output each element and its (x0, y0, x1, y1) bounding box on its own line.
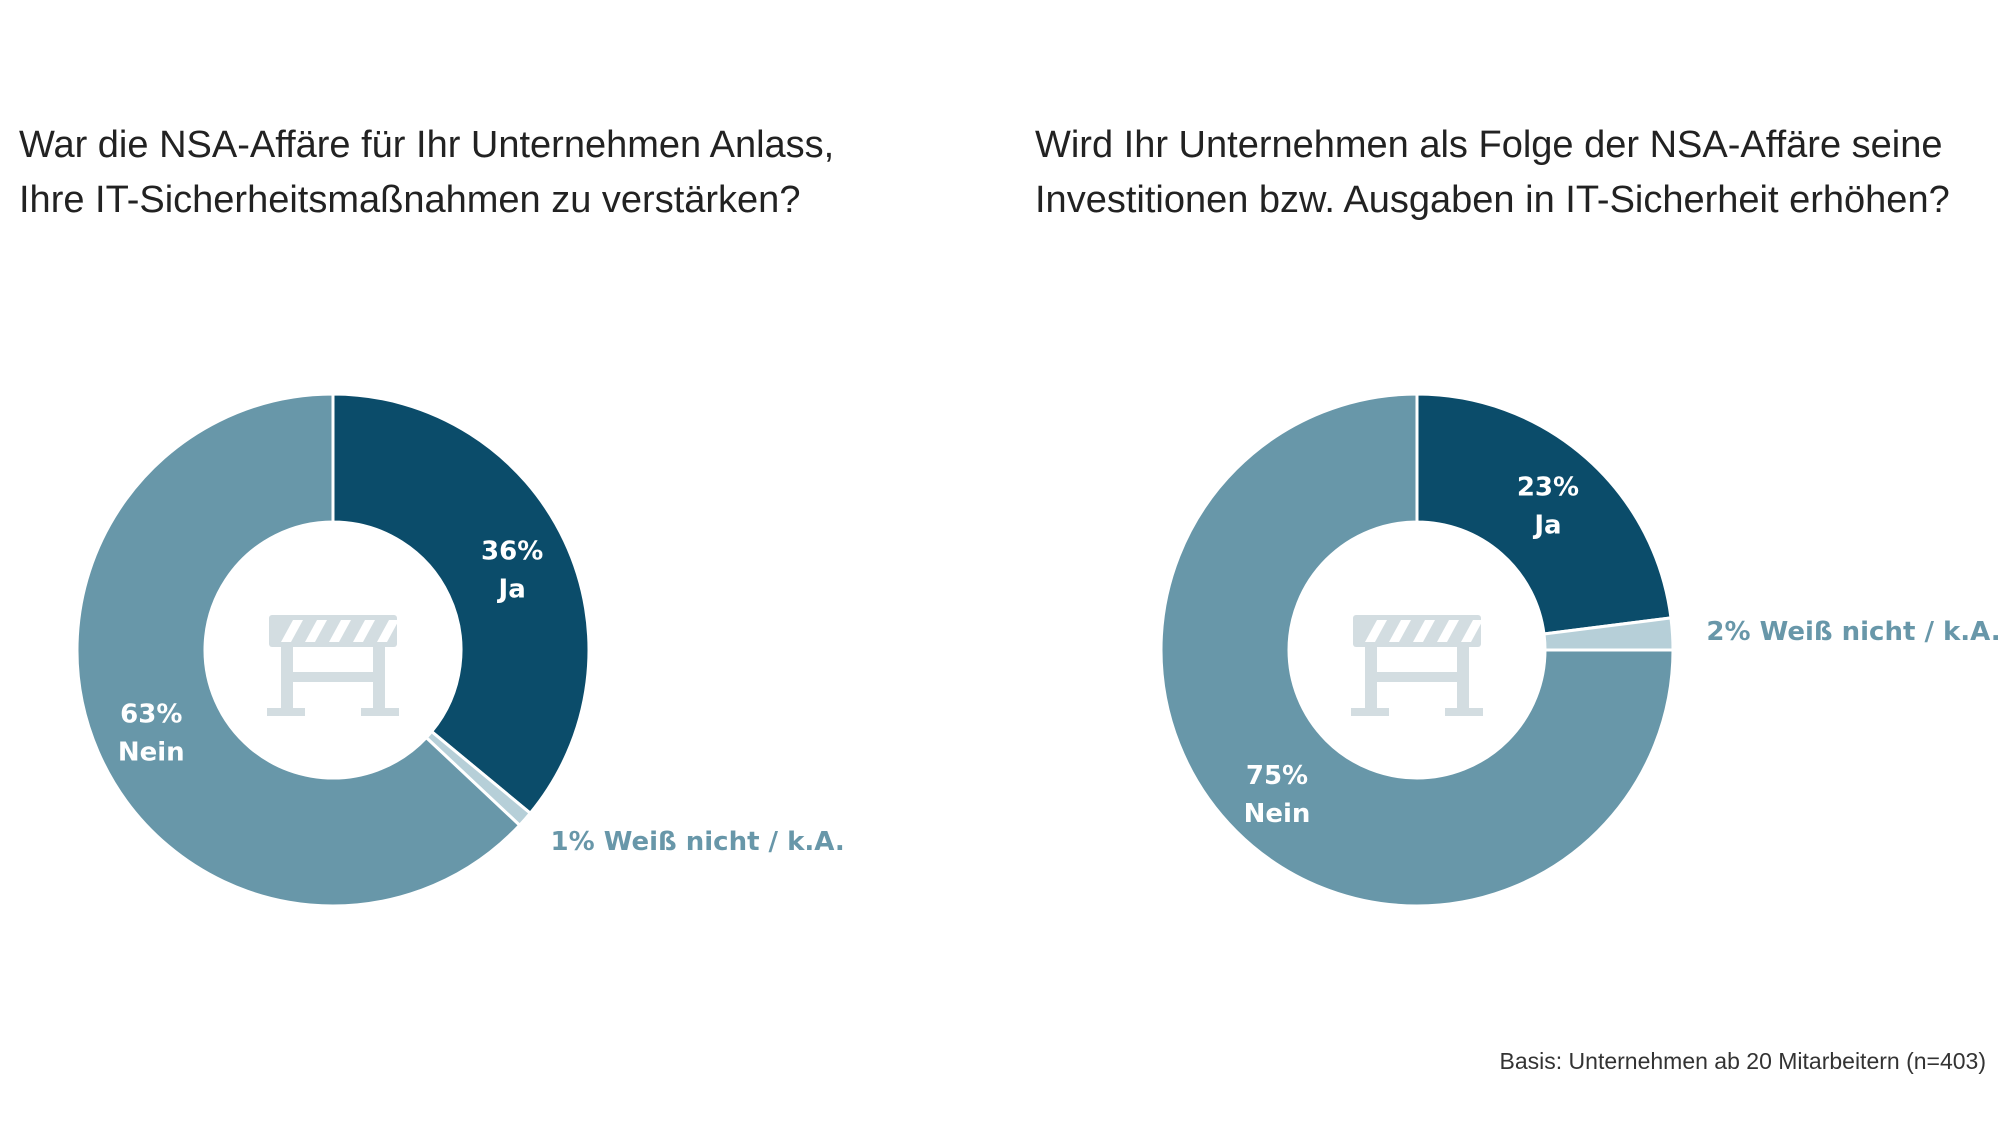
icon-stripe (329, 620, 351, 642)
icon-foot (1351, 708, 1389, 716)
chart-title: War die NSA-Affäre für Ihr Unternehmen A… (19, 124, 835, 221)
icon-foot (267, 708, 305, 716)
barrier-icon (267, 615, 399, 716)
category-label: Ja (1532, 510, 1561, 540)
category-label: Nein (1244, 799, 1311, 829)
value-label: 2% (1706, 617, 1750, 647)
icon-stripe (305, 620, 327, 642)
barrier-icon (1351, 615, 1483, 716)
value-label: 63% (120, 700, 182, 730)
icon-stripe (353, 620, 375, 642)
value-label: 36% (481, 537, 543, 567)
icon-stripe (281, 620, 303, 642)
data-label: 2% Weiß nicht / k.A. (1706, 617, 2000, 647)
category-label: Ja (497, 575, 526, 605)
value-label: 23% (1517, 472, 1579, 502)
icon-stripe (377, 620, 399, 642)
chart-title: Wird Ihr Unternehmen als Folge der NSA-A… (1035, 124, 1950, 221)
data-label: 23% Ja (1517, 472, 1579, 540)
footnote: Basis: Unternehmen ab 20 Mitarbeitern (n… (1499, 1048, 1986, 1074)
category-label: Weiß nicht / k.A. (1760, 617, 2000, 647)
icon-stripe (1389, 620, 1411, 642)
donut-slice (1415, 392, 1673, 636)
icon-stripe (1437, 620, 1459, 642)
data-label: 63% Nein (118, 700, 185, 768)
data-label: 36% Ja (481, 537, 543, 605)
icon-stripe (1461, 620, 1483, 642)
icon-stripe (1365, 620, 1387, 642)
icon-bar (281, 672, 385, 682)
value-label: 1% (551, 827, 595, 857)
value-label: 75% (1246, 761, 1308, 791)
data-label: 75% Nein (1244, 761, 1311, 829)
donut-slice (1159, 392, 1675, 908)
icon-foot (1445, 708, 1483, 716)
category-label: Nein (118, 738, 185, 768)
icon-foot (361, 708, 399, 716)
icon-stripe (1413, 620, 1435, 642)
donut-slice (75, 392, 522, 908)
data-label: 1% Weiß nicht / k.A. (551, 827, 845, 857)
category-label: Weiß nicht / k.A. (604, 827, 845, 857)
donut-slice (331, 392, 591, 816)
icon-bar (1365, 672, 1469, 682)
